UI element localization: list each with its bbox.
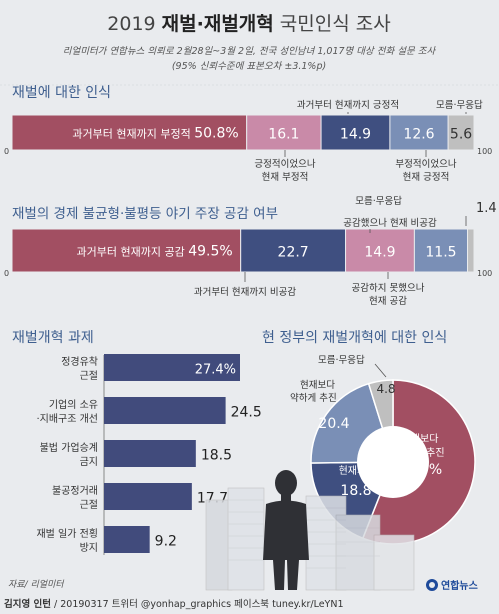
s1-segment-4 <box>447 114 475 151</box>
s2-value-unknown: 1.4 <box>476 201 497 216</box>
pie-value-same: 18.8 <box>340 483 371 499</box>
s1-label-neg-then-pos-line1: 부정적이었으나 <box>395 158 456 170</box>
pie-value-stronger: 56.0% <box>398 462 442 478</box>
s2-label-disagree-then-agree-line1: 공감하지 못했으나 <box>352 282 425 294</box>
s2-value-3: 11.5 <box>425 245 456 261</box>
s2-axis-min: 0 <box>4 269 9 278</box>
pie-label-same: 현재처럼 <box>339 464 376 477</box>
s2-segment-label-0: 과거부터 현재까지 공감 49.5% <box>77 244 233 260</box>
page-title: 2019 재벌·재벌개혁 국민인식 조사 <box>107 13 390 35</box>
task-label-1-line-0: 기업의 소유 <box>49 398 98 411</box>
s1-label-pos-then-neg-line2: 현재 부정적 <box>262 171 309 183</box>
task-value-1: 24.5 <box>231 405 262 421</box>
s1-segment-label-0: 과거부터 현재까지 부정적 50.8% <box>72 126 238 142</box>
credit-line: 김지영 인턴 / 20190317 트위터 @yonhap_graphics 페… <box>4 598 344 610</box>
s2-axis-max: 100 <box>477 269 492 278</box>
s1-axis-max: 100 <box>477 147 492 156</box>
yonhap-logo: 연합뉴스 <box>426 579 478 592</box>
s1-label-past-present-positive: 과거부터 현재까지 긍정적 <box>297 99 399 111</box>
section1-stacked-bar: 과거부터 현재까지 부정적 50.8% 16.1 14.9 12.6 5.6 100 0 <box>4 114 492 156</box>
pie-value-unknown: 4.8 <box>376 382 395 396</box>
s2-segment-3 <box>413 228 469 273</box>
s1-axis-min: 0 <box>4 147 9 156</box>
task-value-4: 9.2 <box>155 534 177 550</box>
section2-stacked-bar: 과거부터 현재까지 공감 49.5% 22.7 14.9 11.5 100 0 <box>4 228 492 278</box>
s1-segment-3 <box>389 114 449 151</box>
s1-label-unknown: 모름·무응답 <box>436 99 483 111</box>
task-bar-3 <box>104 483 192 510</box>
task-label-3-line-1: 근절 <box>80 498 98 511</box>
section1-heading: 재벌에 대한 인식 <box>12 85 111 101</box>
s2-segment-0 <box>11 228 242 273</box>
s1-value-2: 14.9 <box>340 127 371 143</box>
title-year: 2019 <box>107 13 155 35</box>
task-bar-4 <box>104 526 150 553</box>
s2-segment-1 <box>240 228 347 273</box>
buildings-illustration <box>205 487 415 591</box>
pie-value-weaker: 20.4 <box>318 416 349 432</box>
s2-label-disagree-then-agree-line2: 현재 공감 <box>369 295 407 307</box>
task-label-0-line-0: 정경유착 <box>61 355 98 368</box>
section4-heading: 현 정부의 재벌개혁에 대한 인식 <box>262 330 447 346</box>
task-label-2-line-1: 금지 <box>80 456 98 468</box>
task-label-3-line-0: 불공정거래 <box>52 485 98 497</box>
subtitle-line-2: (95% 신뢰수준에 표본오차 ±3.1%p) <box>172 61 326 72</box>
pie-label-stronger-line1: 현재보다 <box>402 433 439 445</box>
section3-heading: 재벌개혁 과제 <box>12 330 94 346</box>
s2-segment-4 <box>467 228 475 273</box>
s1-segment-0 <box>11 114 248 151</box>
task-label-0-line-1: 근절 <box>80 369 98 382</box>
pie-label-unknown: 모름·무응답 <box>318 354 365 366</box>
task-bar-1 <box>104 397 226 424</box>
pie-center-hole <box>357 426 429 498</box>
s1-segment-2 <box>320 114 391 151</box>
task-label-1-line-1: ·지배구조 개선 <box>36 413 98 425</box>
s2-label-agree-then-disagree: 공감했으나 현재 비공감 <box>343 217 437 229</box>
pie-label-weaker-line1: 현재보다 <box>300 380 335 391</box>
task-label-2-line-0: 불법 가업승계 <box>40 441 98 454</box>
s1-value-3: 12.6 <box>403 127 434 143</box>
credit-author: 김지영 인턴 <box>4 598 51 610</box>
task-bar-2 <box>104 440 196 467</box>
task-value-2: 18.5 <box>201 448 232 464</box>
credit-rest: / 20190317 트위터 @yonhap_graphics 페이스북 tun… <box>51 598 343 610</box>
s2-value-2: 14.9 <box>364 245 395 261</box>
title-bold: 재벌·재벌개혁 <box>162 13 274 35</box>
pie-label-stronger-line2: 강하게 추진 <box>395 446 444 459</box>
logo-text: 연합뉴스 <box>441 579 478 592</box>
task-bar-0 <box>104 354 240 381</box>
s2-value-1: 22.7 <box>278 245 309 261</box>
s1-label-neg-then-pos-line2: 현재 긍정적 <box>403 171 450 183</box>
task-label-4-line-1: 방지 <box>80 542 98 554</box>
s1-value-4: 5.6 <box>450 127 472 143</box>
s1-label-pos-then-neg-line1: 긍정적이었으나 <box>254 158 315 170</box>
source-text: 자료/ 리얼미터 <box>8 579 64 590</box>
title-suffix: 국민인식 조사 <box>280 13 391 35</box>
businessman-silhouette-icon <box>263 470 309 590</box>
task-value-0: 27.4% <box>195 363 236 378</box>
pie-label-weaker-line2: 약하게 추진 <box>290 392 337 404</box>
s1-value-1: 16.1 <box>268 127 299 143</box>
s2-label-past-present-disagree: 과거부터 현재까지 비공감 <box>194 286 296 298</box>
s2-label-unknown: 모름·무응답 <box>355 195 402 207</box>
s2-segment-2 <box>345 228 415 273</box>
task-label-4-line-0: 재벌 일가 전횡 <box>36 528 98 540</box>
section2-heading: 재벌의 경제 불균형·불평등 야기 주장 공감 여부 <box>12 206 278 222</box>
subtitle-line-1: 리얼미터가 연합뉴스 의뢰로 2월28일~3월 2일, 전국 성인남녀 1,01… <box>63 46 437 57</box>
